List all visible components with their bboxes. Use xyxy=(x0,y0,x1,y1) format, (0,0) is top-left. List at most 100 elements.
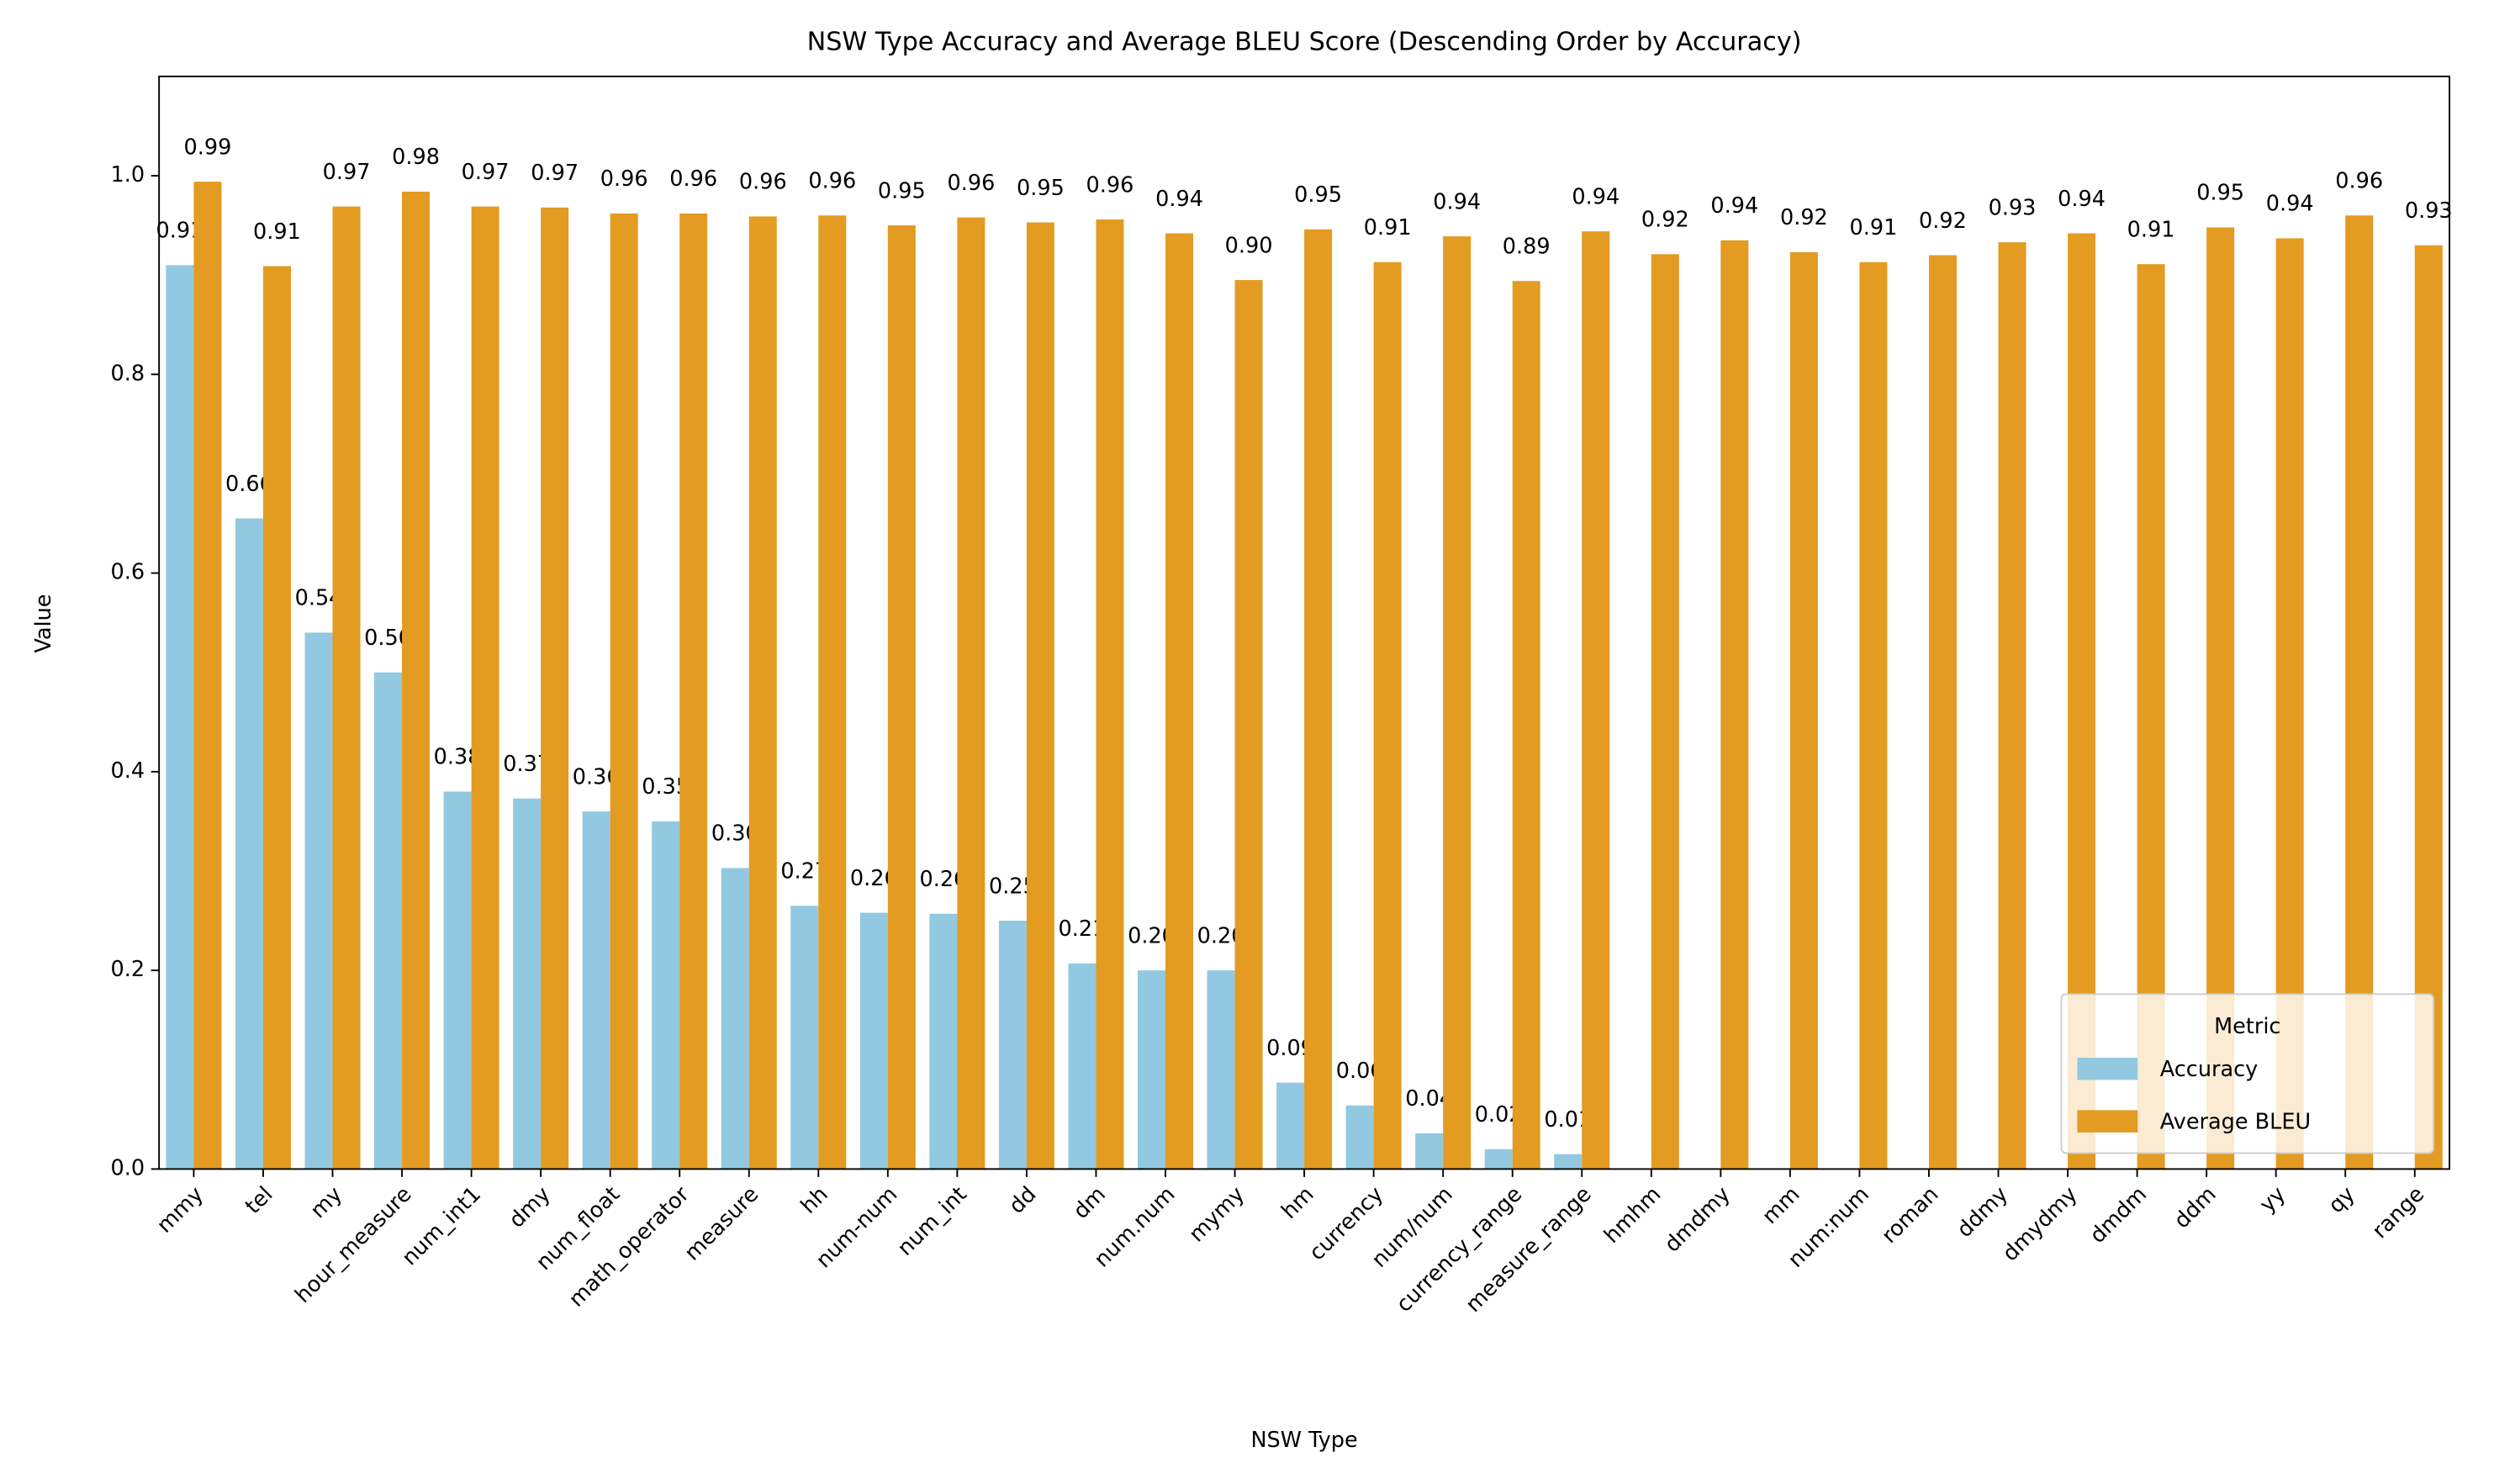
y-axis-label: Value xyxy=(31,594,56,653)
bar xyxy=(193,182,222,1170)
data-label: 0.94 xyxy=(2058,187,2106,212)
x-tick-label: ddmy xyxy=(1952,1182,2013,1243)
bar xyxy=(1720,240,1749,1170)
data-label: 0.91 xyxy=(253,219,301,245)
x-tick-label: dmdmy xyxy=(1660,1182,1736,1258)
bar xyxy=(541,207,569,1170)
bar xyxy=(262,266,291,1170)
y-tick-label: 0.4 xyxy=(111,758,145,784)
x-tick-label: yy xyxy=(2255,1182,2291,1218)
x-axis-label: NSW Type xyxy=(1250,1428,1357,1453)
y-tick-label: 1.0 xyxy=(111,162,145,187)
data-label: 0.89 xyxy=(1503,235,1551,260)
data-label: 0.94 xyxy=(2266,192,2314,217)
data-label: 0.96 xyxy=(669,166,717,192)
x-tick-label: dmdm xyxy=(2085,1182,2152,1249)
data-label: 0.92 xyxy=(1641,208,1689,233)
data-label: 0.95 xyxy=(1017,176,1065,201)
bar xyxy=(1026,222,1054,1170)
bar xyxy=(1373,261,1402,1170)
x-tick-label: dmy xyxy=(505,1182,556,1233)
bar xyxy=(818,215,847,1170)
y-tick-label: 0.0 xyxy=(111,1155,145,1180)
bar xyxy=(1484,1149,1513,1170)
bar xyxy=(1304,229,1333,1170)
data-label: 0.93 xyxy=(1989,195,2037,220)
data-label: 0.94 xyxy=(1433,189,1481,214)
bar xyxy=(652,821,680,1170)
bar xyxy=(304,632,333,1170)
data-label: 0.91 xyxy=(1364,215,1412,240)
bar xyxy=(1998,242,2026,1170)
bar xyxy=(1443,236,1472,1170)
bar xyxy=(1554,1154,1583,1170)
x-tick-label: math_operator xyxy=(564,1181,695,1312)
bar xyxy=(235,518,263,1170)
x-tick-label: dd xyxy=(1004,1182,1041,1219)
data-label: 0.96 xyxy=(808,169,856,194)
bar xyxy=(166,265,194,1170)
data-label: 0.99 xyxy=(184,135,232,160)
data-label: 0.97 xyxy=(531,161,579,186)
data-label: 0.97 xyxy=(323,160,371,185)
bar xyxy=(998,921,1027,1170)
legend-title: Metric xyxy=(2214,1014,2280,1039)
x-tick-label: measure_range xyxy=(1461,1182,1596,1318)
x-tick-label: mymy xyxy=(1184,1182,1250,1248)
bar xyxy=(1068,963,1096,1170)
data-label: 0.92 xyxy=(1780,205,1828,230)
legend-label: Average BLEU xyxy=(2160,1110,2311,1135)
data-label: 0.97 xyxy=(462,160,510,185)
bar xyxy=(610,213,638,1170)
data-label: 0.95 xyxy=(2196,181,2244,206)
y-tick-label: 0.6 xyxy=(111,560,145,585)
bar xyxy=(721,868,749,1170)
data-label: 0.91 xyxy=(1850,215,1898,240)
bar xyxy=(513,798,542,1170)
legend-box xyxy=(2060,993,2435,1154)
bar xyxy=(1137,970,1166,1170)
bar xyxy=(1165,233,1194,1170)
bar xyxy=(471,206,499,1170)
bar xyxy=(1345,1105,1374,1170)
data-label: 0.92 xyxy=(1919,209,1967,234)
x-tick-label: ddm xyxy=(2169,1182,2222,1234)
data-label: 0.95 xyxy=(1294,182,1342,208)
bar xyxy=(1859,261,1888,1170)
data-label: 0.93 xyxy=(2405,198,2453,224)
bar xyxy=(1789,251,1818,1170)
data-label: 0.96 xyxy=(739,170,787,195)
x-tick-label: qy xyxy=(2323,1182,2359,1218)
x-tick-label: mmy xyxy=(152,1182,209,1238)
chart-title: NSW Type Accuracy and Average BLEU Score… xyxy=(807,28,1802,57)
bar xyxy=(929,913,958,1170)
data-label: 0.94 xyxy=(1572,184,1620,209)
legend: Metric Accuracy Average BLEU xyxy=(2060,993,2435,1154)
data-label: 0.95 xyxy=(878,178,926,203)
data-label: 0.96 xyxy=(1086,172,1134,198)
bar xyxy=(790,906,819,1170)
bar xyxy=(748,216,777,1170)
data-label: 0.96 xyxy=(947,171,995,196)
y-tick-label: 0.2 xyxy=(111,957,145,982)
x-tick-label: num_int xyxy=(893,1182,972,1261)
bar xyxy=(443,791,472,1170)
data-label: 0.91 xyxy=(2127,217,2175,242)
bar xyxy=(1096,219,1124,1170)
data-label: 0.94 xyxy=(1155,187,1203,212)
legend-swatch xyxy=(2077,1110,2138,1133)
plot-frame xyxy=(158,75,2450,1170)
data-label: 0.90 xyxy=(1225,233,1273,258)
bar xyxy=(679,213,708,1170)
x-tick-label: hmhm xyxy=(1599,1182,1666,1249)
bar xyxy=(402,191,431,1170)
x-tick-label: dm xyxy=(1069,1182,1111,1224)
x-tick-label: roman xyxy=(1877,1182,1943,1249)
bar xyxy=(1512,281,1540,1170)
data-label: 0.96 xyxy=(2335,169,2383,194)
x-tick-label: dmydmy xyxy=(1998,1182,2083,1267)
legend-swatch xyxy=(2077,1057,2138,1080)
data-label: 0.96 xyxy=(600,166,648,192)
bar xyxy=(1276,1082,1305,1170)
